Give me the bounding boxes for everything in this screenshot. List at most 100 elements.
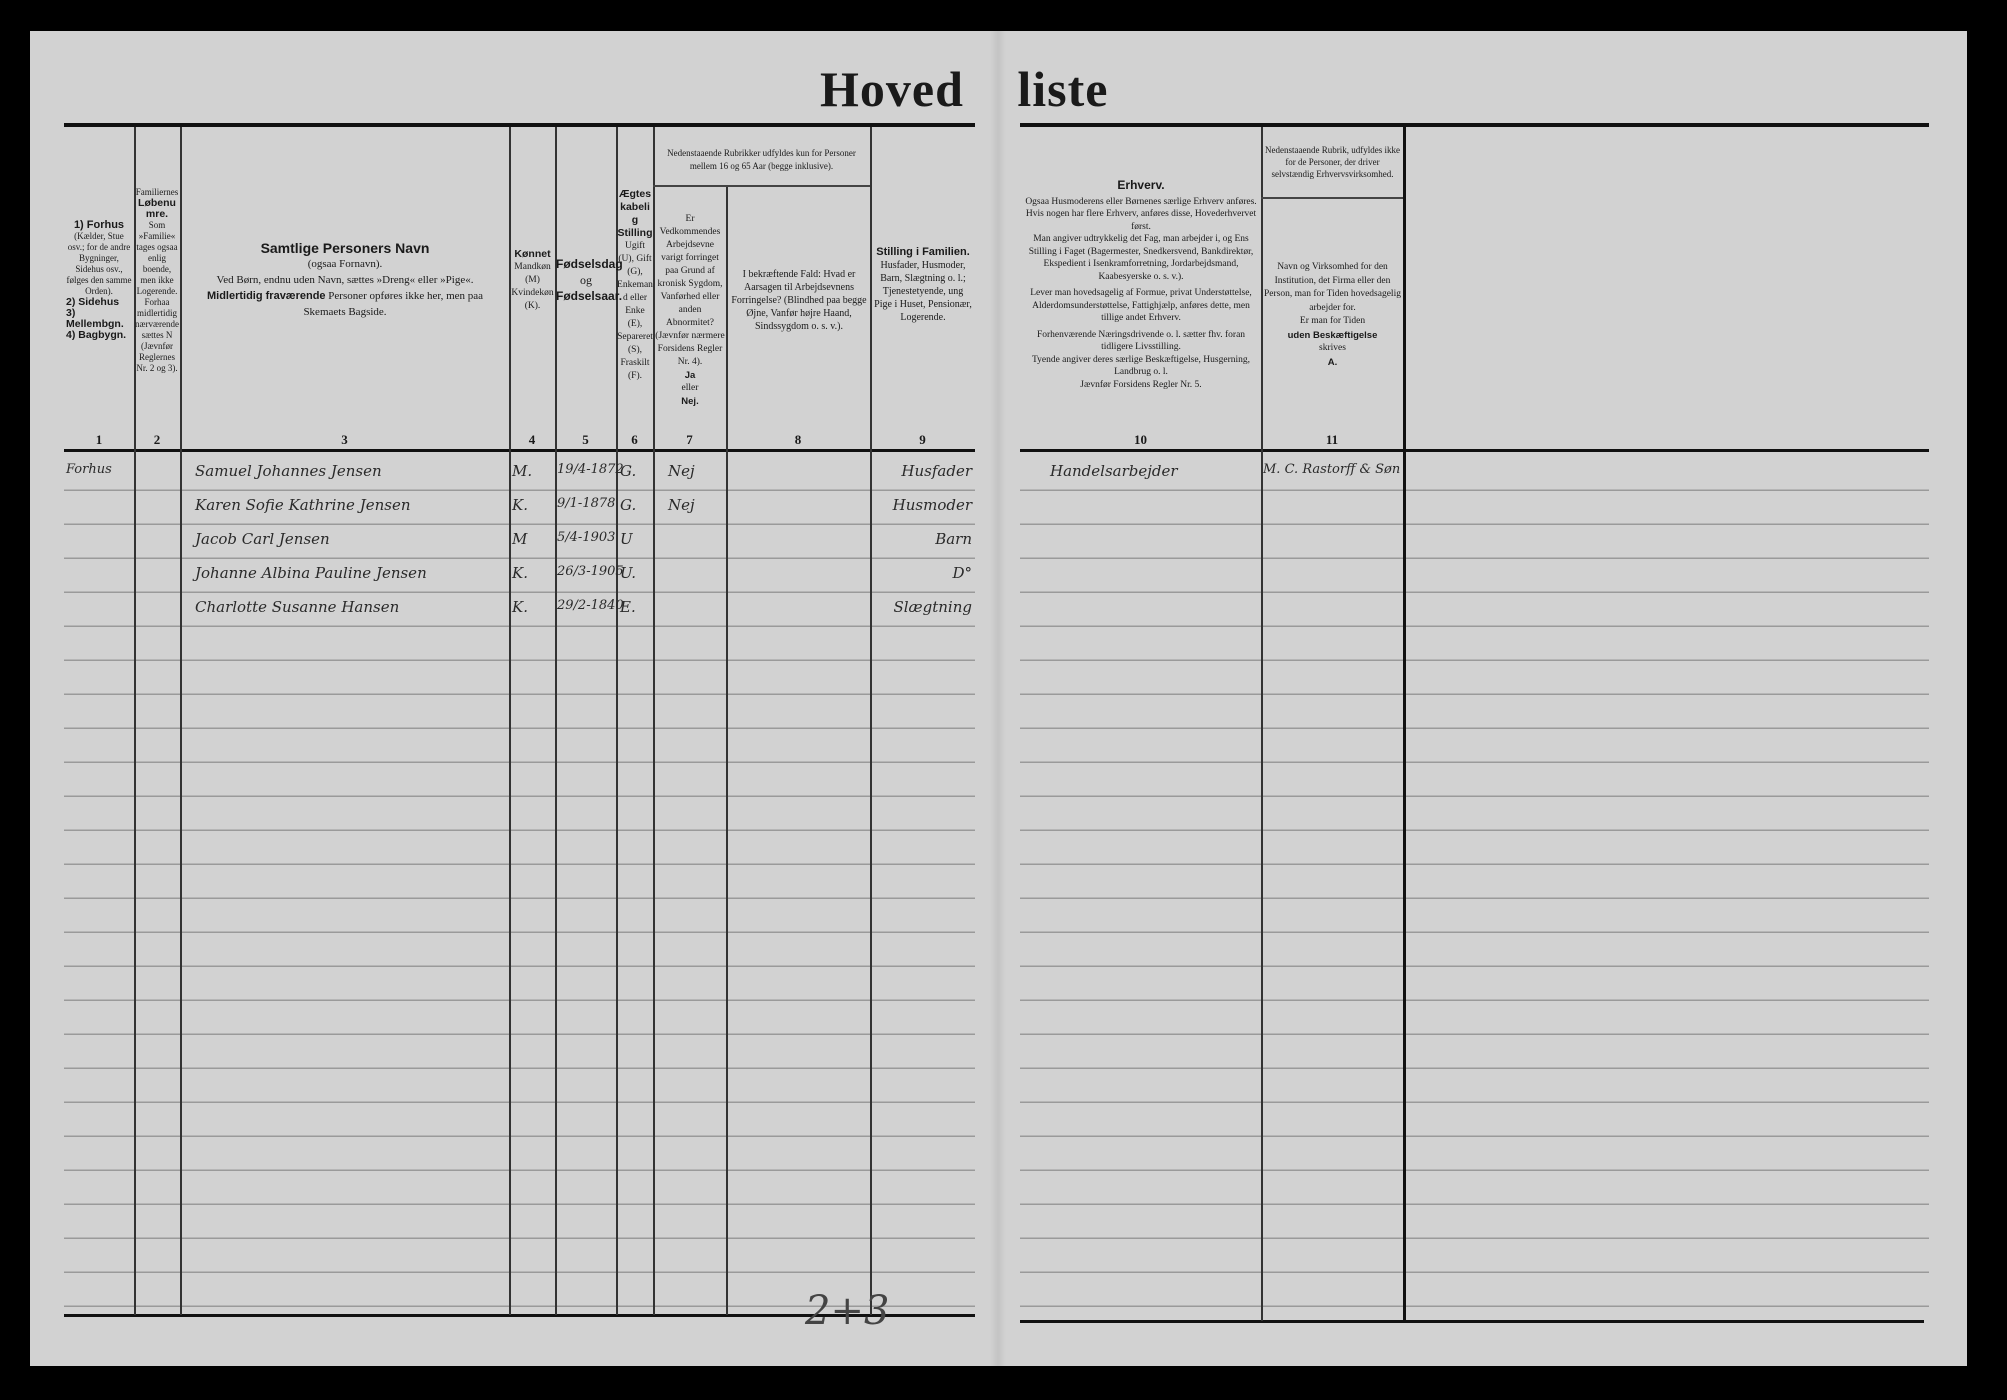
column-number: 8	[794, 432, 802, 447]
column-number: 2	[153, 432, 161, 447]
header-text: Er man for Tiden	[1299, 316, 1366, 326]
header-title: Samtlige Personers Navn	[260, 240, 430, 256]
header-text: Ved Børn, endnu uden Navn, sættes »Dreng…	[216, 274, 474, 286]
header-text: Jævnfør Forsidens Regler Nr. 5.	[1080, 379, 1202, 390]
row-occupation: Handelsarbejder	[1050, 462, 1178, 480]
header-title: Stilling i Familien.	[876, 246, 970, 258]
header-nej: Nej.	[681, 395, 699, 407]
page-fold	[990, 31, 1006, 1366]
row-disabled: Nej	[668, 462, 695, 480]
header-note: Som »Familie« tages ogsaa enlig boende, …	[135, 219, 179, 373]
column-number: 5	[582, 432, 589, 447]
header-bold: A.	[1327, 356, 1338, 368]
page-title: Hoved liste	[820, 61, 1109, 117]
header-rule-left	[64, 449, 975, 452]
divider	[134, 127, 136, 1315]
row-born: 29/2-1840	[557, 598, 624, 613]
header-text: Hvis nogen har flere Erhverv, anføres di…	[1025, 209, 1257, 232]
divider	[509, 127, 511, 1315]
row-role: Husmoder	[892, 496, 972, 514]
row-civil: U.	[620, 564, 637, 582]
header-note: Ugift (U), Gift (G), Enkemand eller Enke…	[617, 240, 653, 381]
row-sex: K.	[512, 598, 528, 616]
column-number: 7	[686, 432, 693, 447]
ruled-lines-left	[64, 457, 975, 1314]
header-rule-right	[1020, 449, 1929, 452]
header-col11: Navn og Virksomhed for den Institution, …	[1263, 250, 1402, 380]
divider	[653, 185, 870, 187]
column-number: 10	[1134, 432, 1147, 447]
header-col2: Familiernes Løbenumre. Som »Familie« tag…	[135, 160, 179, 400]
header-text: Familiernes	[135, 186, 179, 197]
header-col10: Erhverv. Ogsaa Husmoderens eller Børnene…	[1024, 150, 1258, 420]
divider	[1403, 127, 1406, 1321]
column-number: 3	[341, 432, 348, 447]
header-group-11: Nedenstaaende Rubrik, udfyldes ikke for …	[1263, 128, 1402, 196]
divider	[1261, 127, 1263, 1321]
header-title: Fødselsdag	[556, 257, 623, 271]
row-role: Slægtning	[893, 598, 972, 616]
header-note: (Kælder, Stue osv.; for de andre Bygning…	[66, 230, 132, 296]
row-building: Forhus	[66, 462, 112, 477]
header-forhus: 1) Forhus	[73, 218, 125, 231]
header-note: I bekræftende Fald: Hvad er Aarsagen til…	[731, 268, 867, 332]
header-title: Ægteskabelig Stilling	[617, 187, 653, 239]
bottom-rule-right	[1020, 1320, 1924, 1323]
row-sex: M	[512, 530, 528, 548]
top-rule-right	[1020, 123, 1929, 127]
row-role: Husfader	[901, 462, 972, 480]
row-name: Samuel Johannes Jensen	[195, 462, 382, 480]
row-born: 26/3-1905	[557, 564, 624, 579]
row-employer: M. C. Rastorff & Søn	[1263, 462, 1401, 477]
header-col7: Er Vedkommendes Arbejdsevne varigt forri…	[655, 200, 725, 420]
header-text: Forhenværende Næringsdrivende o. l. sætt…	[1036, 329, 1246, 353]
header-sidehus: 2) Sidehus	[66, 295, 120, 308]
row-civil: E.	[620, 598, 636, 616]
header-col8: I bekræftende Fald: Hvad er Aarsagen til…	[730, 250, 868, 350]
column-number: 6	[631, 432, 638, 447]
header-note: Nedenstaaende Rubrikker udfyldes kun for…	[667, 148, 856, 171]
header-text: Ogsaa Husmoderens eller Børnenes særlige…	[1025, 196, 1257, 207]
header-col5: Fødselsdag og Fødselsaar.	[556, 230, 623, 330]
header-text: Lever man hovedsagelig af Formue, privat…	[1030, 288, 1252, 323]
row-born: 19/4-1872	[557, 462, 624, 477]
row-civil: U	[620, 530, 633, 548]
header-group-7-8: Nedenstaaende Rubrikker udfyldes kun for…	[655, 140, 868, 180]
divider	[1261, 197, 1403, 199]
header-text: Man angiver udtrykkelig det Fag, man arb…	[1028, 234, 1254, 282]
header-text: Navn og Virksomhed for den Institution, …	[1264, 262, 1401, 313]
header-title: Erhverv.	[1117, 178, 1165, 192]
divider	[870, 127, 872, 1315]
ruled-lines-right	[1020, 457, 1929, 1320]
header-col9: Stilling i Familien. Husfader, Husmoder,…	[873, 230, 973, 340]
header-mellembygning: 3) Mellembgn.	[66, 306, 124, 330]
top-rule-left	[64, 123, 975, 127]
row-name: Johanne Albina Pauline Jensen	[195, 564, 427, 582]
column-number: 1	[95, 432, 103, 447]
divider	[653, 127, 655, 1315]
row-sex: M.	[512, 462, 533, 480]
header-text: Tyende angiver deres særlige Beskæftigel…	[1031, 354, 1251, 378]
column-number: 4	[528, 432, 536, 447]
row-sex: K.	[512, 564, 528, 582]
divider	[616, 127, 618, 1315]
header-note: Husfader, Husmoder, Barn, Slægtning o. l…	[874, 260, 972, 323]
header-col1: 1) Forhus (Kælder, Stue osv.; for de and…	[66, 200, 132, 360]
header-col3: Samtlige Personers Navn (ogsaa Fornavn).…	[190, 220, 500, 340]
divider	[555, 127, 557, 1315]
header-title: Fødselsaar.	[556, 289, 623, 303]
divider	[726, 186, 728, 1315]
divider	[180, 127, 182, 1315]
column-number: 11	[1325, 432, 1339, 447]
header-title: Løbenumre.	[138, 196, 176, 220]
header-col6: Ægteskabelig Stilling Ugift (U), Gift (G…	[617, 160, 653, 410]
column-number: 9	[919, 432, 926, 447]
bottom-rule-left	[64, 1314, 975, 1317]
header-note: Nedenstaaende Rubrik, udfyldes ikke for …	[1265, 145, 1400, 179]
header-text: Personer opføres ikke her, men paa Skema…	[303, 290, 484, 318]
row-name: Jacob Carl Jensen	[195, 530, 330, 548]
header-text: skrives	[1319, 343, 1346, 353]
row-role: D°	[952, 564, 972, 582]
page-number: 2+3	[805, 1288, 890, 1334]
row-born: 9/1-1878	[557, 496, 616, 511]
